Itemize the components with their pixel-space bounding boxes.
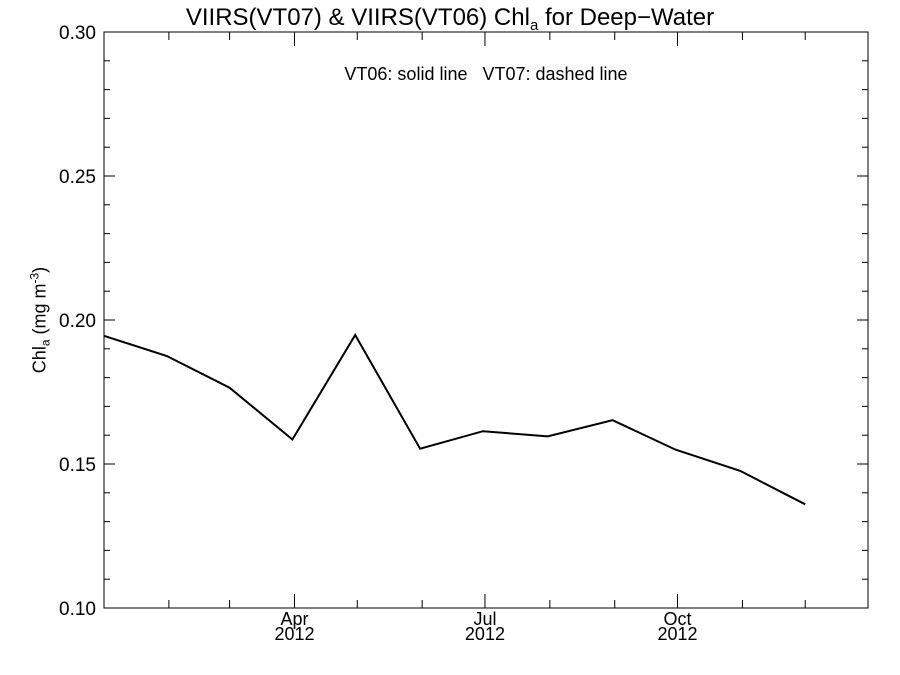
y-tick-label: 0.30 bbox=[59, 23, 96, 44]
x-tick-label-month: Apr bbox=[280, 609, 308, 629]
axes: 0.100.150.200.250.30Apr2012Jul2012Oct201… bbox=[59, 23, 868, 644]
y-tick-label: 0.15 bbox=[59, 455, 96, 476]
y-tick-label: 0.20 bbox=[59, 311, 96, 332]
x-tick-label-year: 2012 bbox=[465, 624, 505, 644]
chart-title-subscript: a bbox=[529, 17, 539, 34]
x-tick-label-year: 2012 bbox=[274, 624, 314, 644]
x-tick-label-month: Jul bbox=[473, 609, 496, 629]
series-layer bbox=[104, 333, 806, 506]
series-line-vt06 bbox=[104, 333, 806, 506]
y-tick-label: 0.25 bbox=[59, 167, 96, 188]
plot-frame bbox=[103, 31, 869, 609]
chart-title: VIIRS(VT07) & VIIRS(VT06) Chla for Deep−… bbox=[0, 4, 900, 34]
y-tick-label: 0.10 bbox=[59, 599, 96, 620]
x-tick-label-month: Oct bbox=[664, 609, 692, 629]
chart-title-main: VIIRS(VT07) & VIIRS(VT06) Chl bbox=[185, 4, 530, 31]
x-tick-label-year: 2012 bbox=[657, 624, 697, 644]
series-style-note: VT06: solid line VT07: dashed line bbox=[344, 64, 628, 84]
chart-title-suffix: for Deep−Water bbox=[538, 4, 715, 31]
